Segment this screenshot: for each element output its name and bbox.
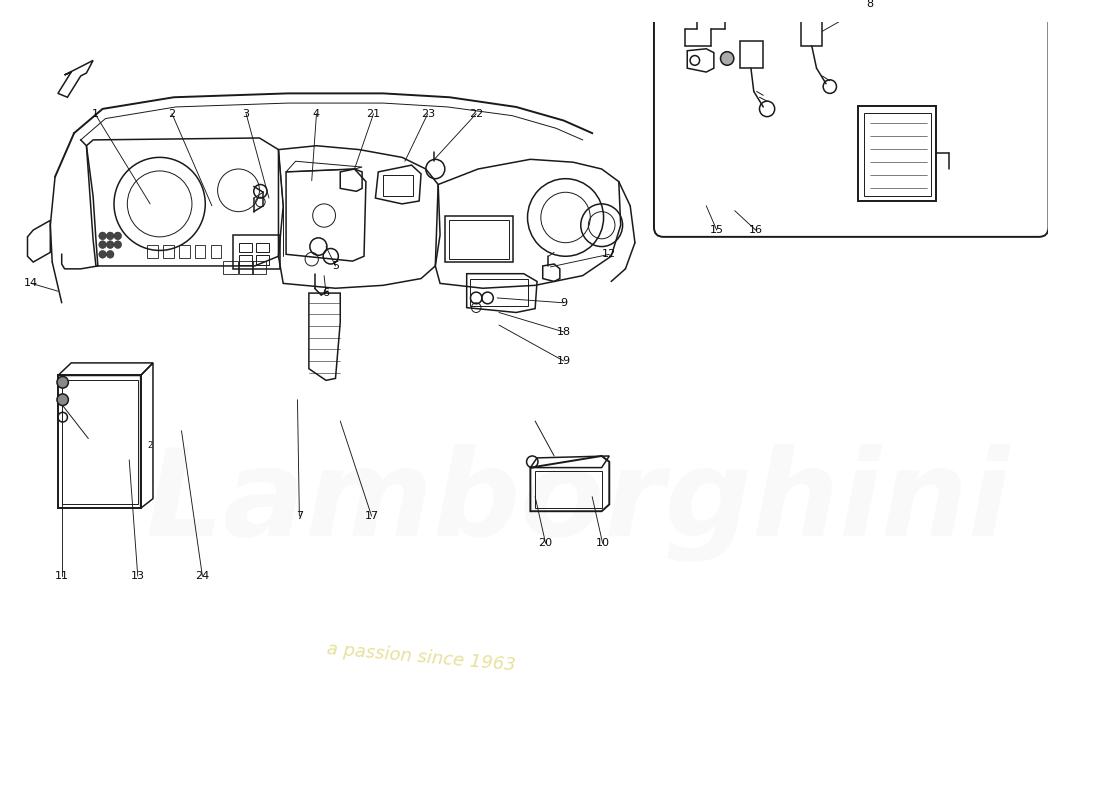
Text: 22: 22 [469,109,483,118]
Bar [195,245,206,258]
Circle shape [720,52,734,66]
Bar [739,41,763,68]
Circle shape [99,241,107,249]
Text: 2: 2 [147,442,153,450]
Bar [223,261,238,274]
Text: Lamborghini: Lamborghini [145,443,1010,562]
Circle shape [99,232,107,240]
Bar [239,255,252,265]
Text: 19: 19 [557,356,571,366]
Text: 13: 13 [131,571,145,581]
Text: 12: 12 [602,250,616,259]
Bar [239,261,253,274]
Bar [239,242,252,252]
Text: 21: 21 [366,109,381,118]
Text: 24: 24 [196,571,209,581]
Text: 7: 7 [296,511,303,521]
Text: 16: 16 [749,225,762,235]
Bar [801,21,822,46]
Bar [449,220,509,259]
FancyBboxPatch shape [654,0,1048,237]
Text: 5: 5 [332,261,339,271]
Circle shape [114,241,122,249]
Bar [62,380,138,505]
Bar [685,0,794,2]
Text: 11: 11 [55,571,68,581]
Text: 4: 4 [312,109,320,118]
Text: 10: 10 [595,538,609,548]
Text: 18: 18 [557,327,571,337]
Text: 17: 17 [364,511,378,521]
Text: 23: 23 [420,109,434,118]
Bar [163,245,174,258]
Bar [255,255,270,265]
Text: 9: 9 [560,298,568,308]
Circle shape [57,394,68,406]
Bar [535,471,602,508]
Bar [471,278,528,306]
Text: 6: 6 [322,288,330,298]
Text: 15: 15 [710,225,724,235]
Circle shape [107,232,114,240]
Text: 14: 14 [24,278,38,288]
Circle shape [107,241,114,249]
Bar [179,245,189,258]
Text: 1: 1 [91,109,99,118]
Circle shape [107,250,114,258]
Bar [211,245,221,258]
Text: 20: 20 [539,538,552,548]
Text: 2: 2 [168,109,176,118]
Text: 8: 8 [866,0,873,9]
Bar [864,113,931,196]
Bar [255,242,270,252]
Circle shape [57,377,68,388]
Bar [252,261,266,274]
Bar [147,245,157,258]
Text: a passion since 1963: a passion since 1963 [326,640,516,675]
Circle shape [114,232,122,240]
Bar [858,106,936,201]
Bar [444,215,514,262]
Text: 3: 3 [243,109,250,118]
Bar [383,175,414,196]
Circle shape [99,250,107,258]
